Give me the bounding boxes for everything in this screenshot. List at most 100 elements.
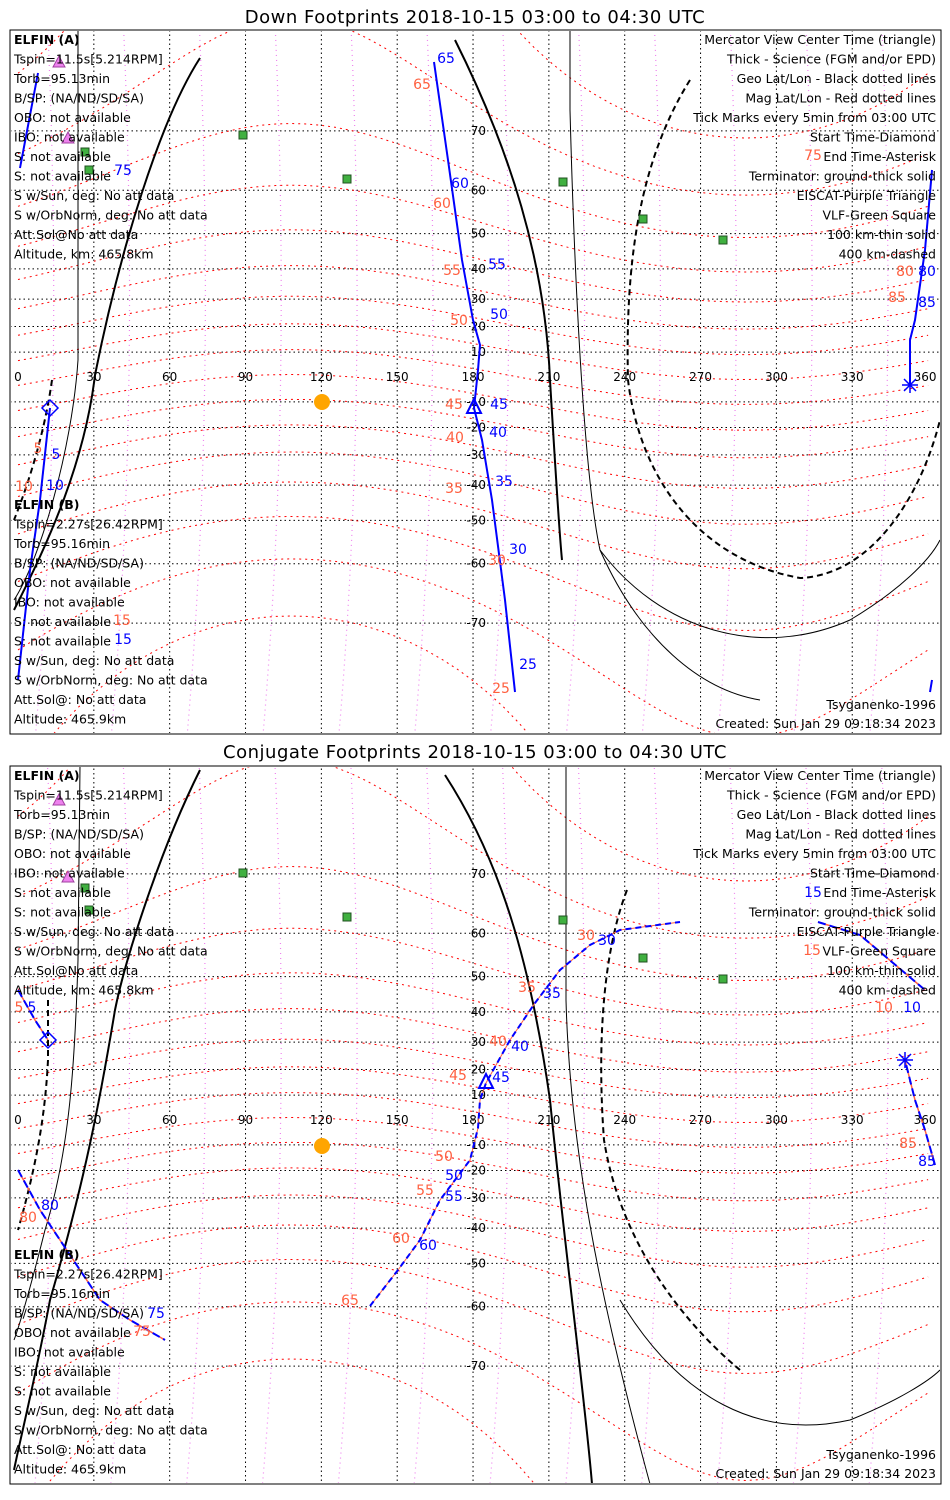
sun-icon xyxy=(314,394,330,410)
lon-tick-label: 180 xyxy=(462,370,485,384)
lon-tick-label: 120 xyxy=(310,370,333,384)
elfin-b-tick-label: 5 xyxy=(52,447,61,463)
lat-tick-label: 70 xyxy=(471,124,486,138)
elfin-b-info-line: S: not available xyxy=(14,1364,111,1379)
sun-icon xyxy=(314,1138,330,1154)
elfin-b-tick-label: 75 xyxy=(114,163,132,179)
elfin-a-info-line: Torb=95.13min xyxy=(13,71,110,86)
mag-parallel xyxy=(17,184,929,273)
vlf-green-square-icon xyxy=(718,235,728,245)
elfin-b-tick-label: 85 xyxy=(918,295,936,311)
vlf-green-square-icon xyxy=(342,912,352,922)
terminator-line xyxy=(569,31,761,701)
lat-tick-label: 20 xyxy=(471,1062,486,1076)
elfin-a-mag-tick-label: 30 xyxy=(577,928,595,944)
mag-meridian xyxy=(186,31,206,733)
lat-tick-label: 50 xyxy=(471,227,486,241)
mag-meridian xyxy=(943,683,950,1500)
legend-item: EISCAT-Purple Triangle xyxy=(797,924,937,939)
elfin-b-mag-tick-label: 15 xyxy=(113,613,131,629)
legend-item: End Time-Asterisk xyxy=(823,149,936,164)
elfin-b-mag-tick-label: 85 xyxy=(888,290,906,306)
elfin-a-info-line: S w/Sun, deg: No att data xyxy=(14,188,174,203)
elfin-b-track xyxy=(929,679,933,693)
mag-parallel xyxy=(17,865,929,982)
panel-conjugate: Conjugate Footprints 2018-10-15 03:00 to… xyxy=(9,683,950,1500)
elfin-a-tick-label: 50 xyxy=(490,307,508,323)
mag-parallel xyxy=(17,122,929,239)
lon-tick-label: 0 xyxy=(14,1113,22,1127)
legend-item: Mag Lat/Lon - Red dotted lines xyxy=(745,827,936,842)
elfin-a-tick-label: 55 xyxy=(445,1189,463,1205)
legend-item: Mercator View Center Time (triangle) xyxy=(704,768,936,783)
elfin-b-track xyxy=(909,169,933,385)
legend-item: 100 km-thin solid xyxy=(827,227,936,242)
elfin-b-mag-tick-label: 85 xyxy=(899,1136,917,1152)
elfin-a-info-line: S: not available xyxy=(14,905,111,920)
panel-frame xyxy=(9,765,942,1485)
terminator-line xyxy=(619,1299,940,1426)
mag-parallel xyxy=(17,767,929,939)
mag-meridian xyxy=(490,31,510,733)
elfin-b-track xyxy=(17,989,49,1041)
field-model-label: Tsyganenko-1996 xyxy=(825,697,936,712)
center-time-triangle-icon xyxy=(465,396,483,414)
start-time-diamond-icon xyxy=(40,398,60,418)
mag-meridian xyxy=(792,767,813,1483)
lon-tick-label: 0 xyxy=(14,370,22,384)
lat-tick-label: -40 xyxy=(466,478,486,492)
elfin-b-mag-tick-label: 5 xyxy=(15,1000,24,1016)
legend-item: End Time-Asterisk xyxy=(823,885,936,900)
elfin-b-info-line: Altitude: 465.9km xyxy=(14,1462,126,1477)
elfin-b-info-line: Altitude: 465.9km xyxy=(14,712,126,727)
eiscat-triangle-icon xyxy=(52,54,66,68)
elfin-b-tick-label: 80 xyxy=(41,1198,59,1214)
legend-item: VLF-Green Square xyxy=(822,208,936,223)
elfin-b-mag-tick-label: 80 xyxy=(896,264,914,280)
terminator-line xyxy=(13,769,201,1471)
eiscat-triangle-icon xyxy=(61,130,75,144)
lat-tick-label: -50 xyxy=(466,513,486,527)
elfin-a-tick-label: 35 xyxy=(495,474,513,490)
terminator-line xyxy=(13,379,53,521)
elfin-b-info-line: S: not available xyxy=(14,1384,111,1399)
elfin-a-tick-label: 65 xyxy=(437,51,455,67)
elfin-b-tick-label: 85 xyxy=(918,1154,936,1170)
elfin-b-tick-label: 15 xyxy=(114,632,132,648)
lon-tick-label: 150 xyxy=(386,370,409,384)
elfin-a-mag-tick-label: 65 xyxy=(341,1293,359,1309)
elfin-a-info-line: S w/OrbNorm, deg: No att data xyxy=(14,208,208,223)
mag-meridian xyxy=(413,767,434,1483)
elfin-b-info-line: S w/OrbNorm, deg: No att data xyxy=(14,1423,208,1438)
terminator-line xyxy=(17,1000,49,1231)
elfin-b-mag-tick-label: 10 xyxy=(15,479,33,495)
elfin-b-info-line: B/SP: (NA/ND/SD/SA) xyxy=(14,1306,144,1321)
mag-meridian xyxy=(717,767,737,1483)
elfin-b-mag-tick-label: 15 xyxy=(803,943,821,959)
elfin-b-info-line: Att.Sol@: No att data xyxy=(14,1442,146,1457)
mag-parallel xyxy=(17,972,929,1046)
lat-tick-label: 30 xyxy=(471,1035,486,1049)
elfin-a-info-line: IBO: not available xyxy=(14,130,125,145)
elfin-a-info-line: Altitude, km: 465.8km xyxy=(14,247,154,262)
elfin-a-mag-tick-label: 60 xyxy=(392,1231,410,1247)
legend-item: Thick - Science (FGM and/or EPD) xyxy=(726,52,936,67)
created-timestamp: Created: Sun Jan 29 09:18:34 2023 xyxy=(716,716,936,731)
lat-tick-label: 40 xyxy=(471,262,486,276)
vlf-green-square-icon xyxy=(84,165,94,175)
legend-item: Thick - Science (FGM and/or EPD) xyxy=(726,788,936,803)
elfin-b-info-line: IBO: not available xyxy=(14,1345,125,1360)
elfin-b-tick-label: 80 xyxy=(918,264,936,280)
mag-parallel xyxy=(17,558,929,733)
lat-tick-label: -30 xyxy=(466,448,486,462)
vlf-green-square-icon xyxy=(558,915,568,925)
elfin-b-track xyxy=(904,1059,936,1166)
legend-item: Geo Lat/Lon - Black dotted lines xyxy=(737,71,936,86)
vlf-green-square-icon xyxy=(80,147,90,157)
vlf-green-square-icon xyxy=(718,974,728,984)
lon-tick-label: 30 xyxy=(86,1113,101,1127)
center-time-triangle-icon xyxy=(477,1071,495,1089)
elfin-b-track xyxy=(17,407,51,681)
elfin-b-track xyxy=(817,921,926,991)
elfin-b-info-line: Tspin=2.27s[26.42RPM] xyxy=(13,517,163,532)
